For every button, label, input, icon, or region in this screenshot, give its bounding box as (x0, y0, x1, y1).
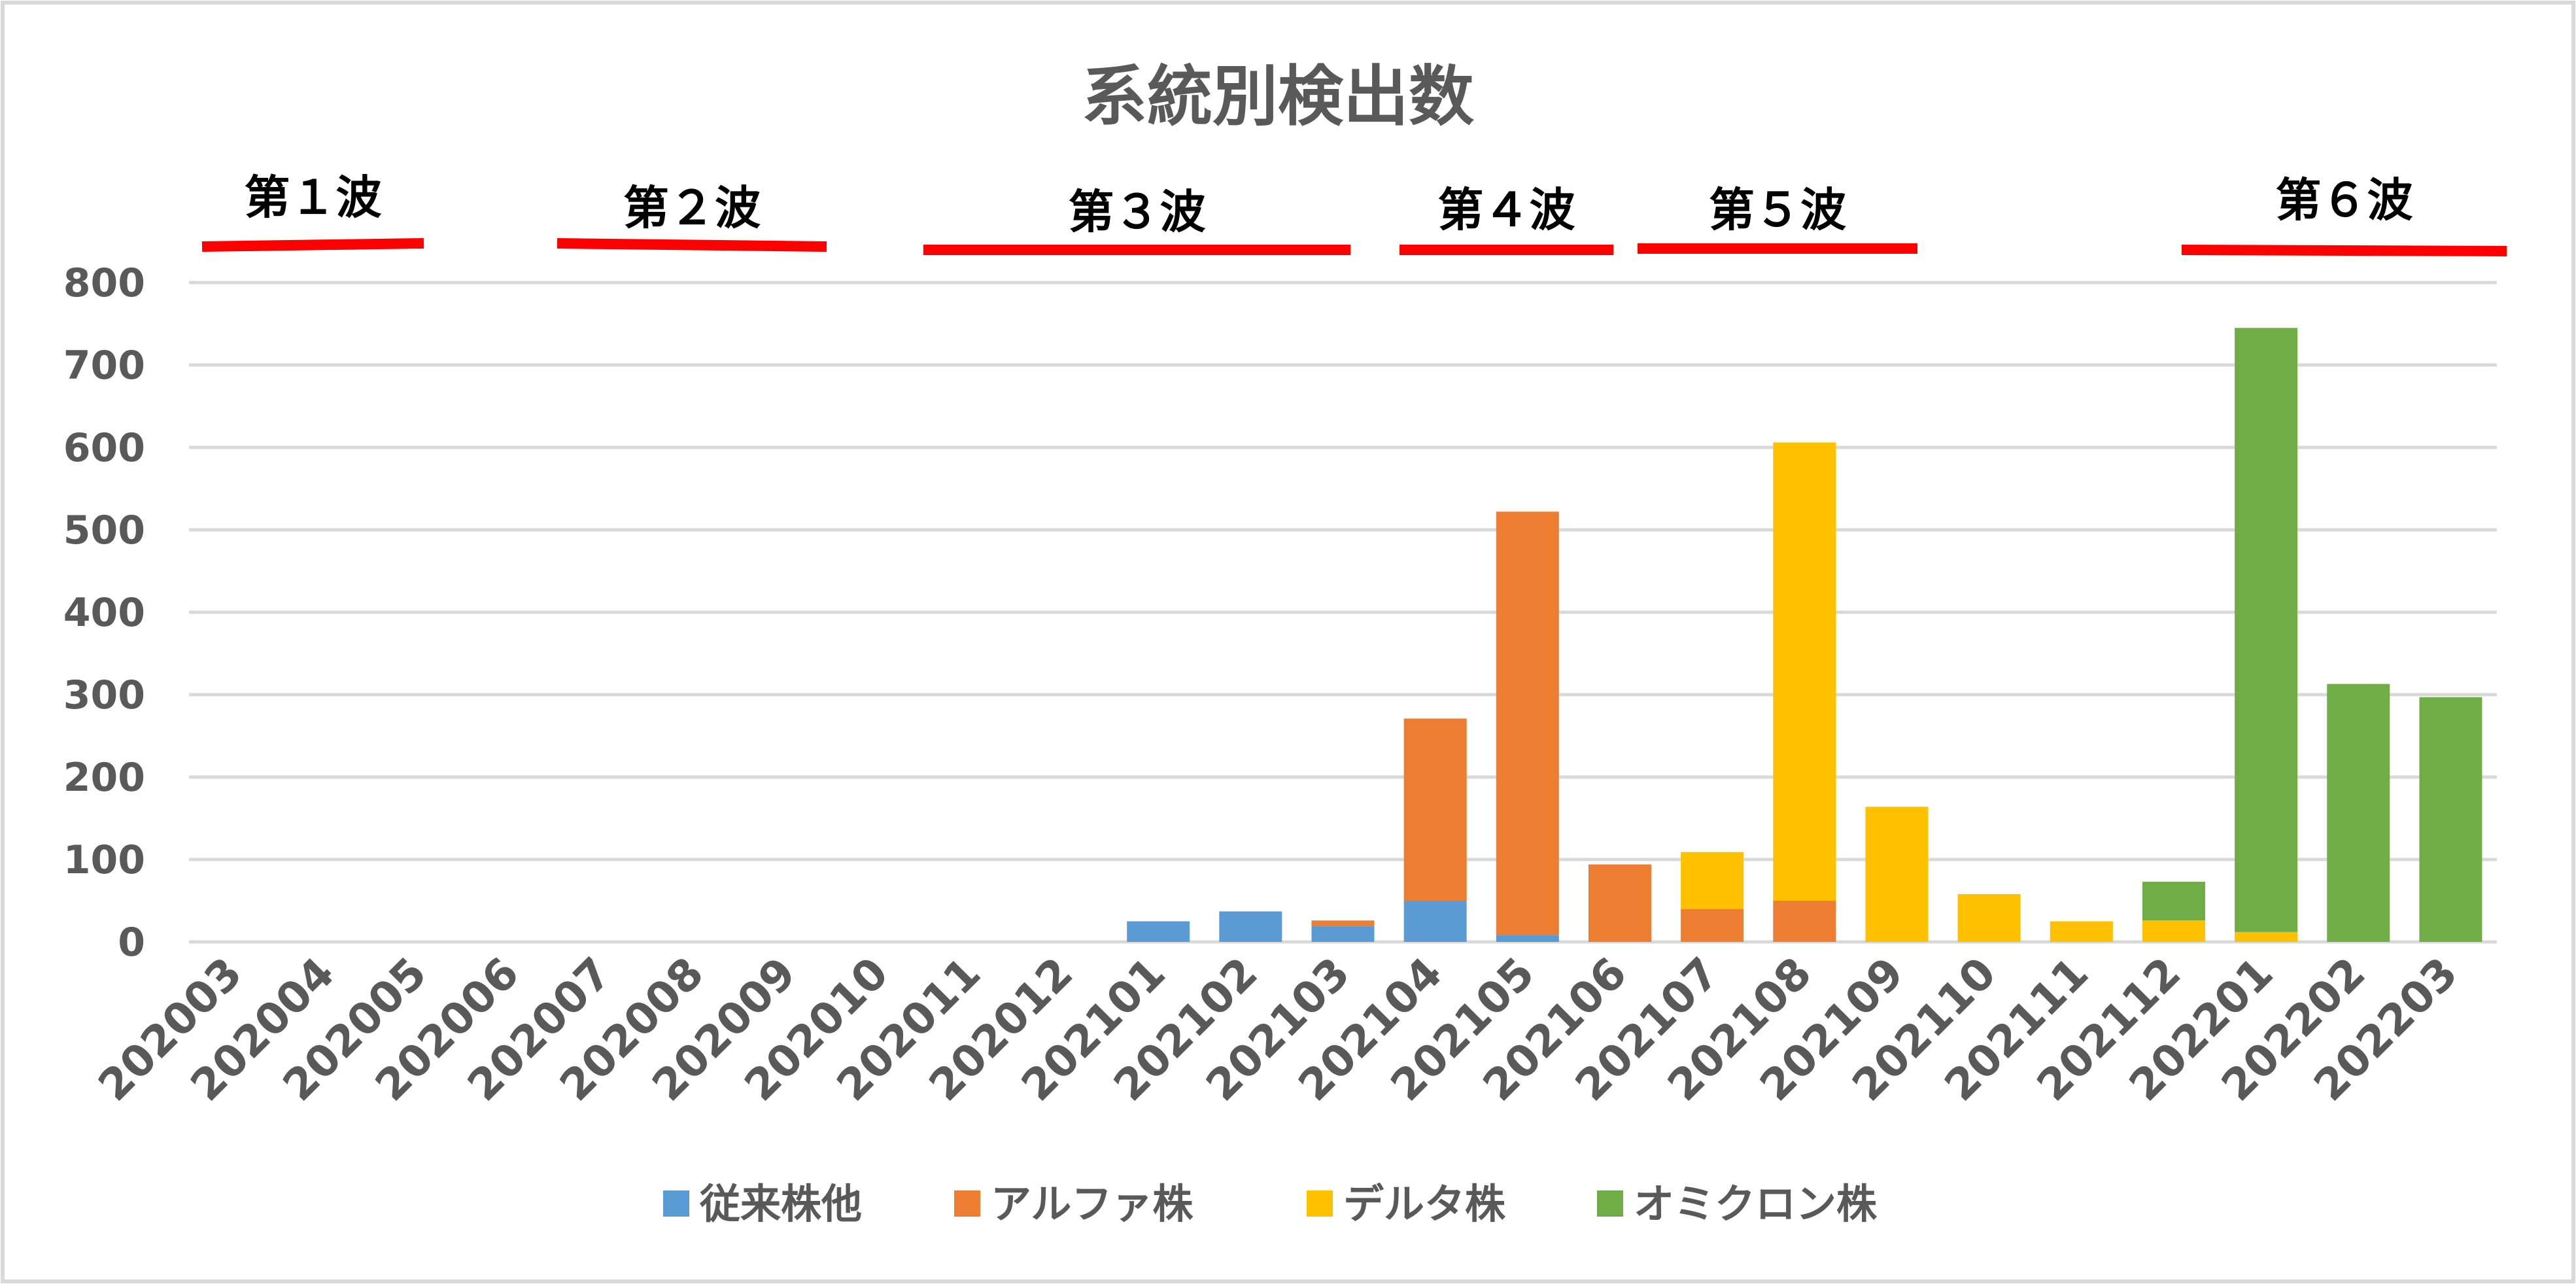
bar-segment (2327, 684, 2390, 942)
legend-label: アルファ株 (991, 1180, 1194, 1228)
legend-swatch (1597, 1190, 1623, 1217)
bar-segment (1219, 911, 1282, 942)
bar-segment (1311, 920, 1375, 927)
bar-segment (1127, 921, 1190, 942)
y-tick-label: 200 (63, 755, 145, 801)
y-tick-label: 300 (63, 672, 145, 718)
y-tick-label: 0 (118, 920, 145, 965)
y-tick-label: 100 (63, 837, 145, 883)
y-tick-label: 400 (63, 590, 145, 636)
bar-segment (2142, 920, 2205, 942)
wave-label: 第４波 (1438, 183, 1575, 237)
bar-segment (1403, 718, 1467, 901)
y-tick-label: 600 (63, 425, 145, 471)
bar-segment (1773, 901, 1836, 942)
bar-segment (1957, 894, 2021, 942)
wave-label: 第５波 (1709, 183, 1846, 237)
y-tick-label: 800 (63, 260, 145, 306)
wave-period-line (2181, 245, 2507, 256)
bar-segment (1496, 935, 1559, 942)
bar-segment (2050, 921, 2113, 942)
y-tick-label: 700 (63, 343, 145, 389)
chart-title: 系統別検出数 (1082, 58, 1474, 135)
bar-segment (2419, 697, 2482, 942)
bar-segment (2235, 328, 2298, 932)
bar-segment (1496, 512, 1559, 935)
bar-segment (1865, 807, 1929, 942)
wave-label: 第１波 (245, 171, 382, 224)
bar-segment (1311, 926, 1375, 942)
bar-segment (1403, 901, 1467, 942)
bar-segment (1681, 852, 1744, 909)
bar-segment (1588, 864, 1651, 942)
wave-period-line (201, 238, 424, 252)
y-tick-label: 500 (63, 508, 145, 553)
legend-label: デルタ株 (1343, 1180, 1506, 1228)
wave-period-line (557, 238, 827, 252)
legend-swatch (663, 1190, 689, 1217)
wave-label: 第２波 (623, 181, 761, 235)
legend-swatch (954, 1190, 980, 1217)
legend-label: オミクロン株 (1634, 1180, 1878, 1228)
wave-label: 第６波 (2276, 173, 2413, 227)
bar-segment (1681, 909, 1744, 942)
legend-swatch (1307, 1190, 1333, 1217)
legend-label: 従来株他 (699, 1180, 862, 1228)
wave-label: 第３波 (1069, 185, 1206, 239)
bar-segment (2235, 931, 2298, 942)
bar-segment (2142, 882, 2205, 921)
bar-segment (1773, 442, 1836, 901)
